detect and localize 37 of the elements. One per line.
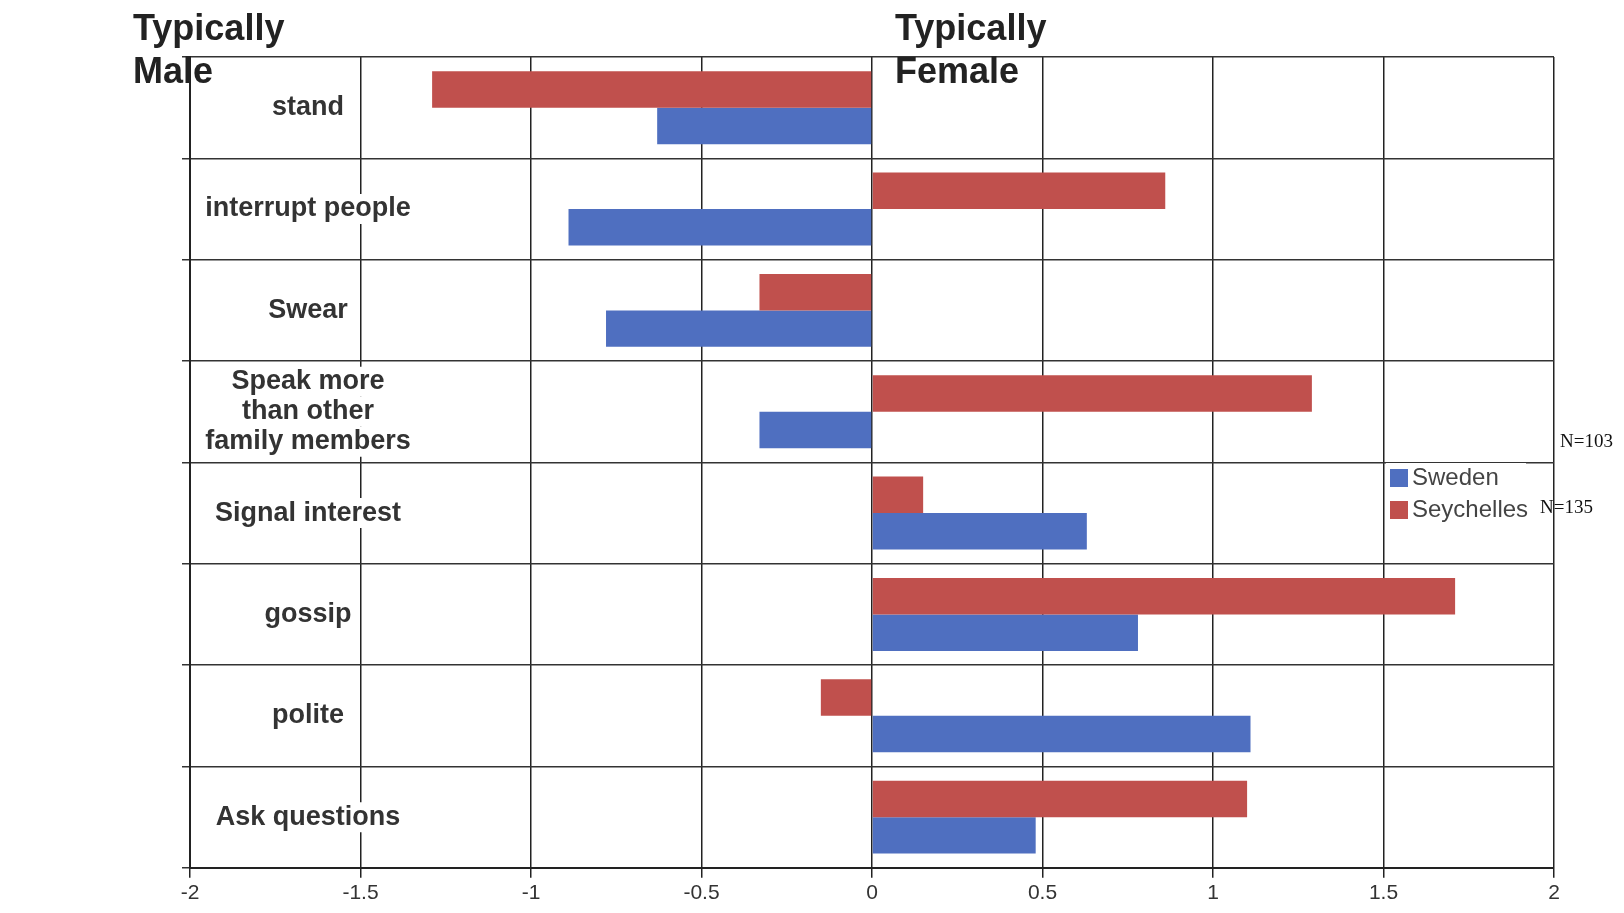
y-tick-label: Swear [268, 293, 349, 324]
x-tick-label: 1 [1207, 880, 1219, 904]
bar [872, 817, 1036, 854]
x-tick-label: -1.5 [342, 880, 379, 904]
bar [759, 273, 872, 311]
bar [872, 513, 1087, 550]
bar [872, 715, 1251, 753]
x-tick-label: -0.5 [683, 880, 720, 904]
bar [872, 614, 1138, 651]
x-tick-label: -2 [180, 880, 200, 904]
bar [872, 476, 924, 514]
bar [872, 172, 1166, 210]
y-tick-label: polite [272, 699, 344, 730]
bar [872, 375, 1312, 412]
x-tick-label: 2 [1548, 880, 1560, 904]
bar [820, 679, 872, 716]
legend-label: Sweden [1412, 462, 1499, 490]
y-tick-label: gossip [264, 597, 352, 628]
legend-label: Seychelles [1412, 494, 1529, 522]
y-tick-label: Signal interest [214, 496, 402, 527]
bar [432, 71, 872, 108]
bar [759, 411, 872, 449]
x-tick-label: 0 [866, 880, 878, 904]
y-tick-label: Ask questions [215, 800, 401, 831]
y-tick-label: interrupt people [205, 192, 411, 223]
text: N=103 [1560, 430, 1613, 452]
annotation: Typically Female [895, 6, 1047, 92]
y-tick-label: stand [271, 91, 345, 122]
bar [606, 310, 872, 347]
bar [568, 209, 872, 246]
bar [657, 107, 872, 145]
bar [872, 780, 1248, 818]
x-tick-label: 1.5 [1368, 880, 1399, 904]
x-tick-label: 0.5 [1027, 880, 1058, 904]
x-tick-label: -1 [521, 880, 541, 904]
bar [872, 577, 1456, 615]
y-tick-label: Speak more than other family members [205, 365, 411, 456]
